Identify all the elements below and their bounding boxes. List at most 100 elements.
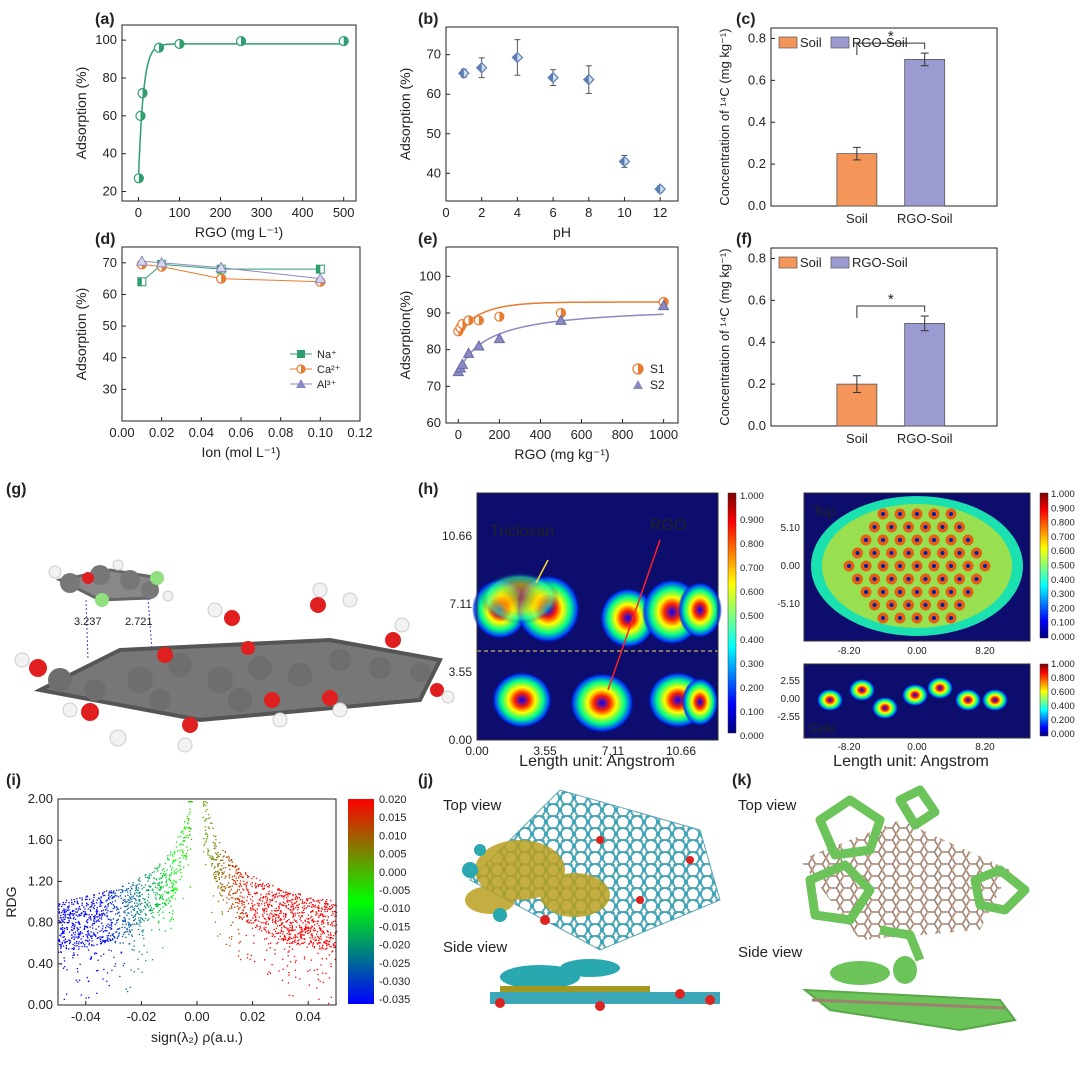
rdg-point: [68, 905, 70, 907]
rdg-point: [139, 892, 141, 894]
rdg-point: [185, 853, 188, 855]
rdg-point: [217, 935, 219, 937]
rdg-point: [130, 969, 132, 971]
y-tick-label: 70: [427, 47, 441, 62]
rdg-point: [295, 897, 297, 899]
rdg-point: [282, 939, 285, 942]
rdg-point: [73, 903, 75, 905]
rdg-point: [120, 907, 122, 909]
density-core: [881, 512, 885, 516]
colorbar-tick-label: 0.500: [1051, 561, 1075, 572]
significance-star: *: [888, 291, 894, 308]
rdg-point: [302, 901, 304, 903]
rdg-point: [317, 978, 320, 981]
rdg-point: [334, 920, 336, 922]
rdg-point: [275, 910, 277, 912]
rdg-point: [92, 916, 95, 918]
rdg-point: [78, 913, 80, 916]
rdg-point: [138, 883, 140, 885]
rdg-point: [85, 997, 87, 999]
rdg-point: [258, 903, 260, 905]
rdg-point: [118, 889, 120, 891]
rdg-point: [325, 902, 327, 905]
significance-star: *: [888, 28, 894, 45]
rdg-point: [175, 881, 178, 883]
rdg-point: [236, 902, 238, 904]
rdg-point: [309, 930, 312, 933]
rdg-point: [139, 921, 141, 923]
rdg-point: [68, 917, 70, 919]
rdg-point: [127, 912, 129, 914]
density-core: [864, 590, 868, 594]
rdg-point: [283, 925, 285, 927]
rdg-point: [64, 914, 66, 916]
rdg-point: [276, 943, 278, 945]
rdg-point: [71, 926, 73, 928]
rdg-point: [274, 896, 276, 898]
rdg-point: [218, 862, 221, 865]
rdg-point: [235, 897, 237, 900]
y-tick-label: 60: [103, 286, 117, 301]
rdg-point: [86, 920, 88, 922]
rdg-point: [225, 887, 227, 889]
rdg-point: [286, 920, 288, 922]
rdg-point: [290, 911, 292, 913]
rdg-point: [171, 871, 173, 874]
rdg-point: [232, 864, 234, 867]
rdg-point: [243, 897, 245, 899]
rdg-point: [207, 817, 209, 820]
rdg-point: [63, 957, 65, 959]
rdg-point: [237, 898, 239, 901]
rdg-point: [284, 915, 287, 917]
rdg-point: [221, 876, 223, 878]
rdg-point: [295, 901, 297, 903]
rdg-point: [311, 933, 313, 935]
legend-swatch: [830, 36, 850, 49]
rdg-point: [235, 892, 237, 894]
rdg-point: [106, 899, 108, 901]
rdg-point: [118, 928, 120, 930]
rdg-point: [153, 877, 155, 879]
rdg-point: [207, 854, 209, 856]
rdg-point: [324, 903, 326, 905]
rdg-point: [81, 899, 83, 901]
rdg-point: [332, 944, 335, 947]
rdg-point: [330, 963, 332, 965]
rdg-point: [112, 939, 114, 941]
rdg-point: [118, 935, 120, 937]
data-point-fill: [619, 156, 625, 167]
rdg-point: [82, 910, 85, 913]
rdg-point: [229, 864, 232, 867]
rdg-point: [254, 916, 256, 918]
rdg-point: [136, 884, 138, 886]
rdg-point: [222, 872, 225, 875]
rdg-point: [85, 912, 87, 914]
rdg-point: [153, 882, 155, 884]
density-core: [881, 616, 885, 620]
rdg-point: [107, 904, 109, 906]
rdg-point: [252, 907, 254, 909]
rdg-point: [67, 917, 69, 919]
rdg-point: [258, 884, 261, 886]
y-tick-label: 50: [103, 318, 117, 333]
rdg-point: [266, 910, 268, 912]
rdg-point: [267, 930, 270, 932]
rdg-point: [297, 942, 299, 945]
rdg-point: [263, 918, 266, 920]
rdg-point: [110, 919, 112, 921]
rdg-point: [124, 926, 126, 929]
rdg-point: [329, 945, 331, 947]
rdg-point: [187, 837, 189, 839]
rdg-point: [316, 942, 318, 945]
rdg-point: [310, 911, 312, 913]
density-core: [932, 512, 936, 516]
rdg-point: [217, 854, 219, 856]
rdg-point: [167, 855, 169, 857]
rdg-point: [135, 899, 137, 901]
rdg-point: [282, 904, 285, 907]
rdg-point: [87, 934, 89, 936]
legend-label: S1: [650, 362, 665, 376]
rdg-point: [306, 927, 308, 930]
rdg-point: [280, 919, 282, 921]
rdg-point: [160, 877, 163, 879]
